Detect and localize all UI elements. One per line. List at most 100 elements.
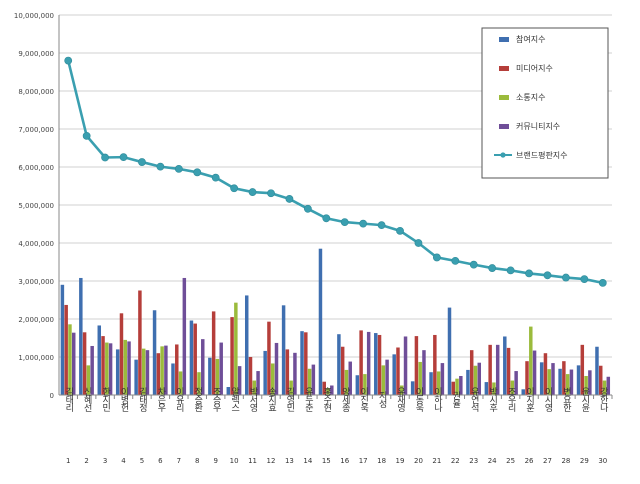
bar — [326, 388, 330, 395]
x-category-label: 김영민 — [284, 386, 294, 412]
bar — [447, 307, 452, 395]
bar — [377, 334, 382, 395]
y-tick-label: 5,000,000 — [18, 202, 54, 210]
x-rank-label: 20 — [414, 457, 423, 465]
x-category-label: 조승우 — [211, 387, 221, 413]
bar — [547, 369, 551, 395]
bar — [127, 341, 131, 395]
bar — [451, 381, 456, 395]
x-category-label: 양세종 — [340, 387, 350, 412]
bar — [473, 365, 478, 395]
line-point — [359, 219, 368, 228]
bar — [101, 336, 105, 395]
bar — [189, 320, 194, 395]
x-rank-label: 8 — [195, 457, 199, 465]
x-rank-label: 27 — [543, 457, 552, 465]
bar — [141, 348, 146, 395]
legend-swatch — [499, 37, 509, 42]
x-category-label: 알렉스 — [229, 387, 239, 411]
bar — [160, 346, 164, 395]
x-category-label: 이하나 — [432, 387, 442, 413]
bar — [252, 380, 257, 395]
line-point — [82, 131, 91, 140]
bar — [164, 345, 168, 395]
bar — [521, 389, 525, 395]
bar — [410, 381, 415, 395]
bar — [178, 371, 183, 395]
bar — [208, 357, 212, 395]
bar — [145, 350, 150, 395]
bar — [381, 365, 386, 395]
x-category-label: 이동욱 — [413, 387, 423, 413]
bar — [403, 336, 408, 395]
bar-series — [64, 290, 603, 395]
bar — [569, 369, 574, 395]
x-rank-label: 9 — [213, 457, 217, 465]
bar-series — [68, 302, 607, 395]
bar — [396, 347, 400, 395]
line-point — [119, 153, 128, 162]
bar — [219, 342, 223, 395]
x-category-label: 한지민 — [100, 387, 110, 412]
bar — [392, 354, 396, 395]
bar — [244, 295, 249, 395]
x-rank-label: 7 — [177, 457, 181, 465]
y-tick-label: 4,000,000 — [18, 240, 54, 248]
bar — [495, 344, 500, 395]
x-rank-label: 2 — [84, 457, 88, 465]
y-tick-label: 2,000,000 — [18, 316, 54, 324]
bar — [285, 349, 290, 395]
line-point — [525, 269, 533, 278]
bar — [595, 346, 599, 395]
bar — [359, 330, 363, 395]
bar — [274, 342, 279, 395]
bar — [197, 372, 201, 395]
bar — [182, 277, 187, 395]
bar — [525, 361, 529, 395]
bar — [234, 302, 238, 395]
bar — [429, 372, 433, 395]
x-rank-label: 12 — [267, 457, 276, 465]
bar — [436, 371, 441, 395]
x-category-label: 권율 — [450, 390, 460, 408]
bar — [171, 363, 175, 395]
x-category-label: 강한나 — [598, 387, 608, 413]
line-point — [174, 164, 183, 173]
bar — [584, 376, 588, 395]
x-category-label: 이병헌 — [119, 387, 129, 412]
bar — [115, 349, 120, 395]
bar — [599, 365, 603, 395]
bar — [175, 344, 179, 395]
y-tick-label: 10,000,000 — [14, 12, 54, 20]
line-layer — [64, 56, 607, 287]
bar — [543, 353, 548, 395]
x-category-label: 이유리 — [174, 387, 184, 413]
x-category-label: 조우리 — [506, 387, 516, 413]
bar — [105, 342, 109, 395]
x-rank-label: 17 — [359, 457, 368, 465]
bar — [230, 317, 234, 395]
line-point — [432, 253, 441, 262]
line-point — [414, 239, 423, 247]
bar — [64, 304, 68, 395]
legend-label: 미디어지수 — [516, 63, 553, 73]
line-point — [580, 275, 589, 283]
y-tick-label: 6,000,000 — [18, 164, 54, 172]
y-tick-label: 9,000,000 — [18, 50, 54, 58]
bar — [418, 361, 422, 395]
bar — [79, 277, 83, 395]
y-tick-label: 0 — [50, 392, 54, 400]
bar — [466, 369, 470, 395]
x-rank-label: 25 — [506, 457, 515, 465]
line-point — [64, 56, 73, 65]
x-category-label: 유재영 — [395, 387, 405, 412]
bar — [606, 376, 611, 395]
line-point — [340, 218, 349, 226]
x-rank-label: 23 — [469, 457, 478, 465]
line-point — [562, 273, 570, 282]
bar — [211, 311, 216, 395]
bar — [108, 343, 113, 395]
bar — [337, 334, 341, 395]
legend-swatch — [499, 66, 509, 71]
